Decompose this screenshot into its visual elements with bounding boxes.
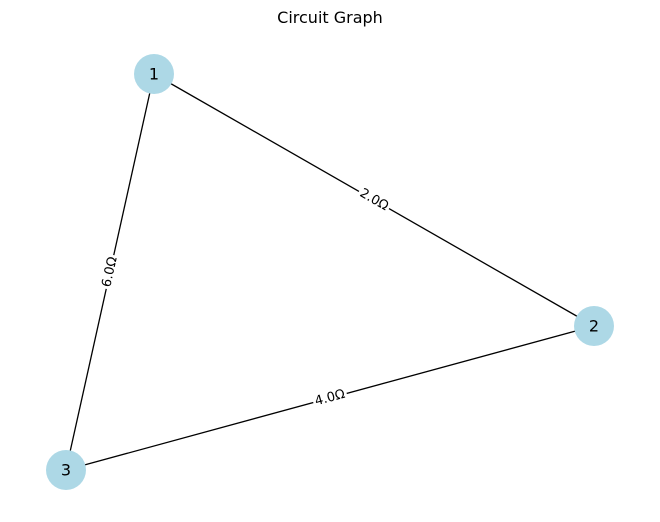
edges-layer xyxy=(65,73,595,471)
edge-label-text: 2.0Ω xyxy=(357,186,391,214)
node-circle xyxy=(46,450,86,490)
node-label: 2 xyxy=(589,317,599,336)
node-3: 3 xyxy=(46,450,86,490)
node-1: 1 xyxy=(134,54,174,94)
nodes-layer: 1 2 3 xyxy=(46,54,614,490)
edge-label-background xyxy=(98,253,122,291)
edge-label-1-3: 6.0Ω xyxy=(98,253,122,291)
node-2: 2 xyxy=(574,306,614,346)
graph-title: Circuit Graph xyxy=(277,8,383,27)
node-label: 3 xyxy=(61,461,71,480)
node-circle xyxy=(134,54,174,94)
edge-label-background xyxy=(311,385,349,411)
node-label: 1 xyxy=(149,65,159,84)
edge-label-text: 6.0Ω xyxy=(99,255,120,288)
edge-label-1-2: 2.0Ω xyxy=(355,184,393,216)
edge-label-2-3: 4.0Ω xyxy=(311,385,349,411)
edge-label-background xyxy=(355,184,393,216)
edge-labels-layer: 2.0Ω 4.0Ω 6.0Ω xyxy=(98,184,393,411)
node-circle xyxy=(574,306,614,346)
